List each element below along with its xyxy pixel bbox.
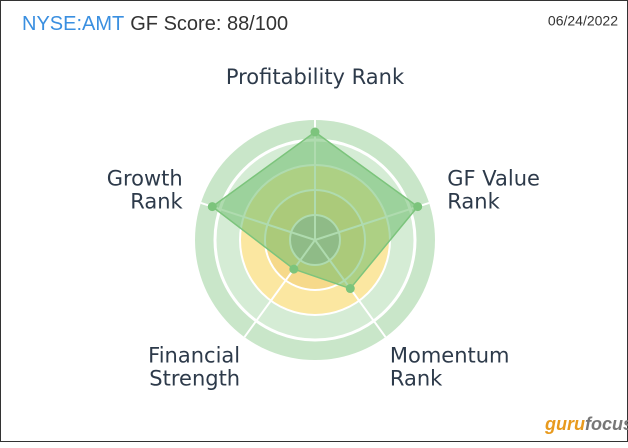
radar-point (310, 127, 320, 137)
axis-label: Financial (148, 343, 240, 367)
header-title: NYSE:AMT GF Score: 88/100 (22, 13, 288, 35)
radar-area (211, 131, 419, 290)
radar-point (207, 202, 217, 212)
axis-label: GF Value (447, 167, 540, 191)
date: 06/24/2022 (548, 13, 618, 29)
logo: gurufocus (544, 414, 628, 434)
axis-label: Strength (149, 366, 240, 390)
logo-part: guru (544, 414, 585, 434)
axis-label: Profitability Rank (226, 65, 405, 89)
ticker: NYSE:AMT (22, 13, 124, 35)
axis-label: Rank (390, 366, 443, 390)
radar-point (345, 284, 355, 294)
axis-label: Momentum (390, 343, 510, 367)
logo-part: focus (585, 414, 628, 434)
axis-label: Rank (130, 190, 183, 214)
radar-point (413, 202, 423, 212)
axis-label: Growth (107, 167, 183, 191)
axis-label: Rank (447, 190, 500, 214)
score: GF Score: 88/100 (130, 13, 288, 35)
radar-point (289, 264, 299, 274)
